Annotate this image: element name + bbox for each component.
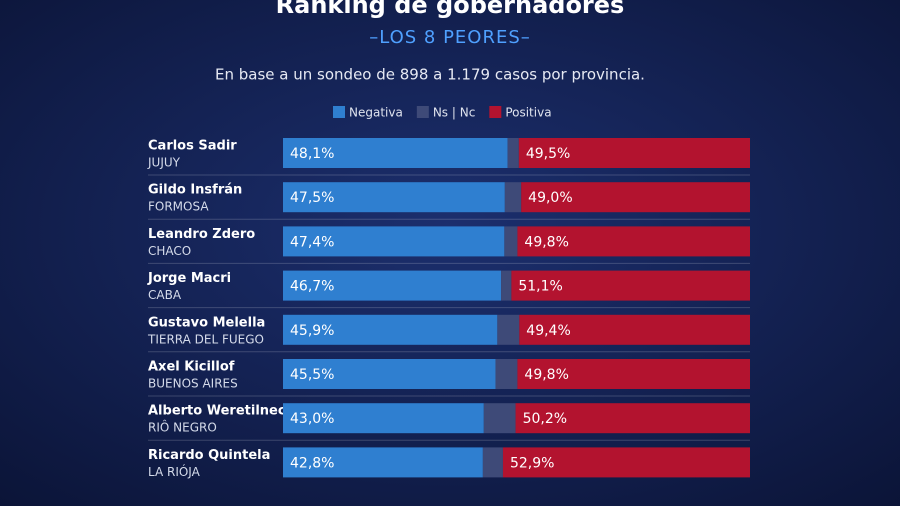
province-name: JUJUY [147, 156, 181, 170]
bar-segment [495, 359, 518, 389]
governor-name: Ricardo Quintela [148, 448, 270, 463]
legend-label: Negativa [349, 106, 403, 120]
legend-swatch [416, 106, 429, 118]
bar-segment [504, 226, 518, 257]
bar-segment [483, 403, 516, 434]
province-name: CABA [148, 288, 182, 302]
province-name: FORMOSA [148, 200, 209, 214]
bar-segment [517, 359, 750, 389]
governor-name: Jorge Macri [147, 271, 231, 286]
bar-segment [521, 182, 750, 213]
value-label: 49,8% [524, 234, 568, 250]
value-label: 43,0% [290, 411, 334, 427]
bar-segment [502, 447, 750, 478]
province-name: RIÔ NEGRO [148, 420, 217, 435]
bar-segment [501, 270, 512, 301]
value-label: 49,4% [526, 323, 570, 339]
governor-name: Leandro Zdero [148, 227, 255, 242]
bar-segment [283, 359, 496, 389]
bar-segment [517, 226, 750, 257]
value-label: 45,5% [290, 367, 334, 383]
legend-swatch [489, 106, 502, 118]
bar-segment [518, 138, 750, 168]
value-label: 49,0% [528, 190, 572, 206]
bar-segment [504, 182, 522, 213]
value-label: 47,4% [290, 234, 334, 250]
bar-segment [283, 182, 505, 213]
province-name: CHACO [148, 244, 191, 258]
value-label: 51,1% [518, 279, 562, 295]
governor-name: Carlos Sadir [148, 139, 237, 154]
governor-name: Axel Kicillof [148, 360, 235, 375]
value-label: 48,1% [290, 146, 334, 162]
bar-segment [511, 270, 750, 301]
legend-swatch [333, 106, 345, 118]
legend-label: Positiva [505, 106, 551, 120]
governor-name: Gustavo Melella [148, 315, 265, 330]
value-label: 52,9% [510, 455, 554, 471]
bar-segment [482, 447, 503, 478]
bar-segment [283, 138, 508, 168]
governor-name: Alberto Weretilneck [148, 404, 295, 419]
bar-segment [497, 314, 520, 345]
province-name: LA RIÓJA [148, 464, 201, 479]
value-label: 47,5% [290, 190, 334, 206]
value-label: 45,9% [290, 323, 334, 339]
chart-subtitle: –LOS 8 PEORES– [369, 27, 531, 48]
chart-note: En base a un sondeo de 898 a 1.179 casos… [215, 66, 645, 84]
bar-segment [283, 447, 483, 478]
bar-segment [515, 403, 750, 434]
chart-title: Ranking de gobernadores [276, 0, 625, 19]
province-name: BUENOS AIRES [148, 377, 238, 391]
bar-segment [283, 403, 484, 434]
bar-segment [507, 138, 519, 168]
province-name: TIERRA DEL FUEGO [147, 332, 264, 346]
bar-segment [519, 314, 750, 345]
bar-segment [283, 314, 498, 345]
value-label: 50,2% [523, 411, 567, 427]
value-label: 46,7% [290, 279, 334, 295]
bar-segment [283, 270, 502, 301]
value-label: 49,5% [526, 146, 570, 162]
value-label: 42,8% [290, 455, 334, 471]
value-label: 49,8% [524, 367, 568, 383]
legend-label: Ns | Nc [433, 106, 475, 120]
governor-name: Gildo Insfrán [148, 183, 242, 198]
bar-segment [283, 226, 505, 257]
